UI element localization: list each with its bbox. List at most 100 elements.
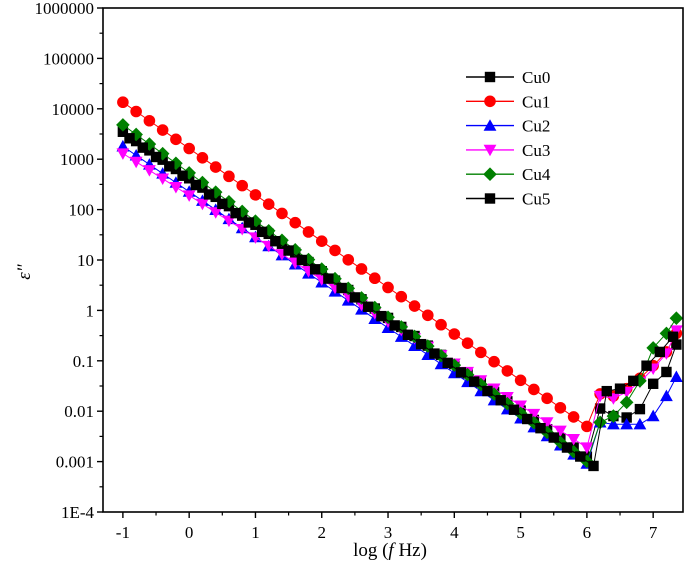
data-point-cu1: [435, 318, 447, 331]
x-tick-label: 1: [251, 523, 260, 542]
data-point-cu0: [594, 403, 606, 414]
data-point-cu2: [660, 389, 673, 402]
data-point-cu5: [309, 264, 321, 275]
y-tick-label: 1E-4: [61, 503, 95, 522]
x-tick-label: 0: [185, 523, 194, 542]
data-point-cu4: [195, 175, 210, 190]
data-point-cu5: [508, 404, 520, 415]
data-point-cu1: [183, 142, 195, 155]
x-tick-label: 3: [384, 523, 393, 542]
legend-marker-cu3: [483, 144, 497, 157]
legend-label-cu2: Cu2: [522, 117, 550, 136]
y-tick-label: 100000: [43, 49, 94, 68]
y-tick-label: 0.001: [56, 453, 94, 472]
data-point-cu3: [514, 400, 527, 413]
data-point-cu1: [475, 346, 487, 359]
series-layer: [116, 96, 684, 472]
legend-marker-cu5: [484, 193, 496, 204]
data-point-cu0: [671, 339, 682, 350]
data-point-cu4: [619, 395, 634, 410]
legend-label-cu1: Cu1: [522, 92, 550, 111]
data-point-cu3: [527, 408, 541, 421]
data-point-cu3: [182, 190, 196, 202]
data-point-cu5: [469, 376, 480, 387]
data-point-cu4: [222, 194, 236, 209]
data-point-cu4: [248, 214, 263, 228]
data-point-cu5: [495, 395, 506, 406]
y-tick-label: 10000: [52, 100, 95, 119]
data-point-cu5: [203, 189, 215, 200]
data-point-cu0: [117, 126, 129, 137]
legend-marker-cu1: [484, 95, 496, 108]
data-point-cu2: [620, 417, 634, 430]
data-point-cu1: [395, 290, 408, 303]
data-point-cu5: [230, 207, 241, 219]
data-point-cu1: [130, 105, 142, 118]
data-point-cu1: [408, 300, 421, 312]
data-point-cu5: [402, 329, 414, 340]
legend-label-cu5: Cu5: [522, 190, 550, 209]
data-point-cu5: [442, 357, 453, 369]
y-tick-label: 10: [77, 251, 94, 270]
data-point-cu1: [315, 235, 328, 248]
data-point-cu5: [614, 383, 626, 394]
data-point-cu4: [593, 415, 607, 430]
data-point-cu1: [422, 309, 434, 322]
data-point-cu3: [209, 207, 223, 219]
data-point-cu4: [235, 204, 249, 219]
data-point-cu3: [580, 442, 594, 454]
data-point-cu4: [301, 252, 316, 267]
data-point-cu0: [661, 366, 672, 378]
data-point-cu5: [575, 451, 586, 462]
data-point-cu1: [289, 216, 302, 229]
data-point-cu1: [249, 189, 262, 201]
data-point-cu5: [256, 226, 268, 238]
axes-layer: -1 0 1 2 3 4 5 6 7 1E-4 0.001 0.01 0.1 1 10 100 1000 1000…: [35, 0, 658, 542]
legend: Cu0 Cu1 Cu2 Cu3 Cu4 Cu5: [466, 68, 551, 209]
y-tick-label: 1: [86, 301, 95, 320]
data-point-cu0: [621, 412, 632, 423]
y-tick-label: 0.1: [73, 352, 94, 371]
x-axis-title-variable: f: [388, 540, 396, 561]
data-point-cu1: [170, 133, 182, 146]
data-point-cu1: [143, 114, 156, 127]
series-cu5: [124, 133, 679, 472]
data-point-cu2: [633, 417, 647, 430]
data-point-cu5: [336, 282, 347, 294]
x-tick-label: 5: [516, 523, 525, 542]
data-point-cu5: [628, 375, 639, 387]
data-point-cu4: [659, 326, 674, 341]
data-point-cu4: [169, 156, 183, 171]
data-point-cu1: [448, 328, 461, 340]
data-point-cu5: [190, 179, 201, 191]
data-point-cu4: [275, 233, 289, 248]
data-point-cu5: [150, 151, 162, 163]
data-point-cu2: [646, 409, 660, 422]
data-point-cu5: [323, 273, 334, 284]
data-point-cu4: [447, 358, 462, 372]
data-point-cu1: [236, 179, 248, 192]
data-point-cu5: [217, 198, 228, 210]
data-point-cu3: [156, 173, 170, 186]
x-tick-label: -1: [116, 523, 130, 542]
data-point-cu1: [382, 281, 394, 294]
data-point-cu5: [667, 331, 679, 342]
legend-marker-cu4: [483, 167, 497, 181]
data-point-cu5: [535, 422, 546, 434]
data-point-cu4: [155, 146, 170, 161]
data-point-cu4: [474, 377, 488, 392]
data-point-cu1: [368, 272, 381, 285]
y-tick-label: 1000: [60, 150, 94, 169]
data-point-cu1: [554, 401, 567, 414]
x-axis-title-prefix: log (: [353, 540, 388, 561]
data-point-cu4: [182, 166, 196, 180]
x-tick-label: 7: [649, 523, 658, 542]
x-axis-title: log (f Hz): [353, 540, 427, 561]
x-axis-title-suffix: Hz): [394, 540, 427, 561]
data-point-cu1: [329, 244, 341, 257]
data-point-cu1: [528, 383, 540, 396]
data-point-cu4: [606, 409, 621, 423]
series-cu4: [116, 118, 684, 469]
data-point-cu5: [561, 442, 573, 453]
y-axis-title: ε": [14, 263, 35, 279]
